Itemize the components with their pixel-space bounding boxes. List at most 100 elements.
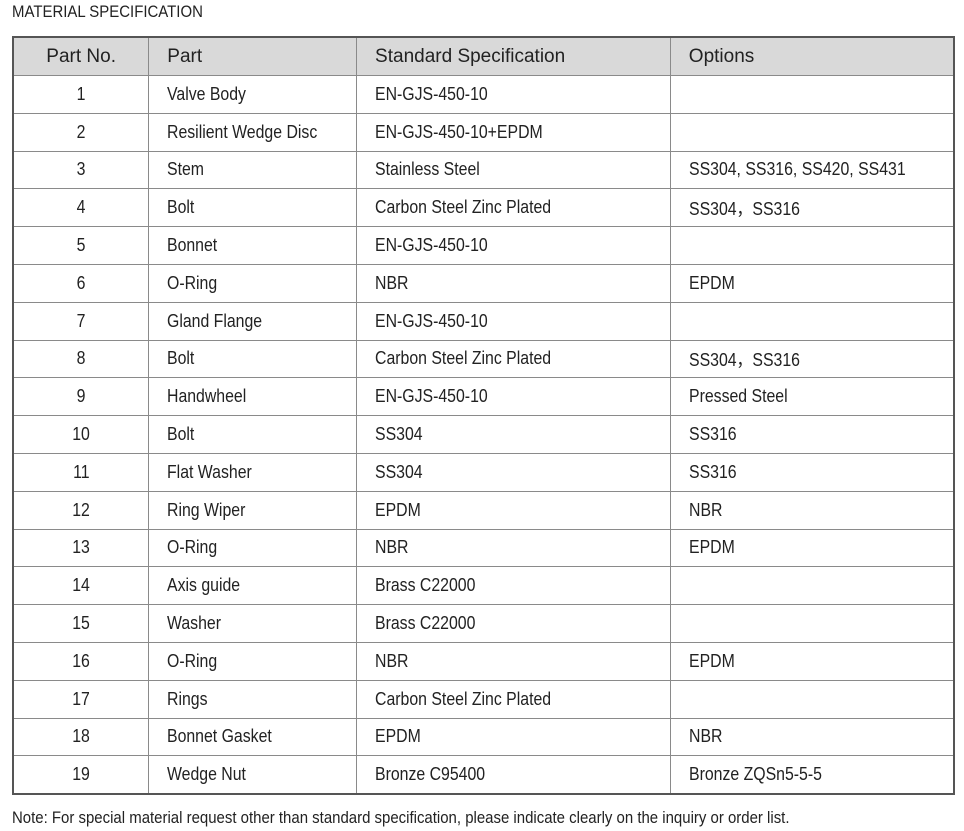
cell-part-text: Gland Flange bbox=[167, 310, 263, 331]
cell-options: NBR bbox=[669, 717, 955, 757]
cell-part: Bonnet bbox=[148, 226, 358, 265]
cell-standard-specification-text: Brass C22000 bbox=[375, 575, 476, 596]
cell-part: Gland Flange bbox=[148, 301, 358, 341]
cell-part-no: 7 bbox=[12, 301, 150, 341]
cell-standard-specification: SS304 bbox=[356, 415, 671, 454]
table-row: 8 Bolt Carbon Steel Zinc Plated SS304，SS316 bbox=[12, 339, 955, 379]
document-title: MATERIAL SPECIFICATION bbox=[12, 2, 203, 21]
cell-options: EPDM bbox=[669, 528, 955, 568]
table-row: 4 Bolt Carbon Steel Zinc Plated SS304，SS316 bbox=[12, 188, 955, 228]
cell-part-text: Stem bbox=[167, 159, 205, 180]
table-row: 15 Washer Brass C22000 bbox=[12, 604, 955, 643]
table-row: 17 Rings Carbon Steel Zinc Plated bbox=[12, 679, 955, 719]
cell-part-no: 16 bbox=[12, 641, 150, 681]
cell-part-no-text: 13 bbox=[72, 537, 90, 558]
cell-standard-specification-text: NBR bbox=[375, 272, 409, 293]
cell-part-no: 12 bbox=[12, 490, 150, 530]
cell-options bbox=[669, 301, 955, 341]
table-header-row: Part No. Part Standard Specification Opt… bbox=[12, 36, 955, 76]
header-standard-specification: Standard Specification bbox=[356, 36, 671, 76]
cell-part-no-text: 2 bbox=[76, 121, 86, 142]
table-row: 1 Valve Body EN-GJS-450-10 bbox=[12, 75, 955, 114]
cell-part-no: 2 bbox=[12, 112, 150, 152]
cell-standard-specification: NBR bbox=[356, 263, 671, 303]
cell-options bbox=[669, 604, 955, 643]
cell-standard-specification: EN-GJS-450-10 bbox=[356, 377, 671, 417]
table-row: 13 O-Ring NBR EPDM bbox=[12, 528, 955, 568]
cell-standard-specification: NBR bbox=[356, 528, 671, 568]
cell-options: EPDM bbox=[669, 263, 955, 303]
cell-part-no-text: 1 bbox=[76, 83, 86, 104]
cell-part: O-Ring bbox=[148, 641, 358, 681]
cell-part-text: Bonnet Gasket bbox=[167, 726, 273, 747]
header-part-no: Part No. bbox=[12, 36, 150, 76]
cell-part-text: Bolt bbox=[167, 197, 195, 218]
cell-part-no: 4 bbox=[12, 188, 150, 228]
cell-part: Bonnet Gasket bbox=[148, 717, 358, 757]
cell-part-no: 11 bbox=[12, 452, 150, 492]
cell-standard-specification: EPDM bbox=[356, 717, 671, 757]
cell-part-no-text: 5 bbox=[76, 235, 86, 256]
cell-options-text: EPDM bbox=[688, 272, 735, 293]
cell-standard-specification-text: EN-GJS-450-10 bbox=[375, 235, 488, 256]
cell-options: Pressed Steel bbox=[669, 377, 955, 417]
cell-part: Stem bbox=[148, 150, 358, 190]
cell-part-no-text: 14 bbox=[72, 575, 90, 596]
cell-options-text: EPDM bbox=[688, 537, 735, 558]
cell-part: Handwheel bbox=[148, 377, 358, 417]
cell-part: Valve Body bbox=[148, 75, 358, 114]
cell-part: Bolt bbox=[148, 188, 358, 228]
cell-part: O-Ring bbox=[148, 263, 358, 303]
cell-part: Bolt bbox=[148, 415, 358, 454]
cell-standard-specification: Carbon Steel Zinc Plated bbox=[356, 188, 671, 228]
cell-part-text: Bonnet bbox=[167, 235, 218, 256]
cell-part-no-text: 19 bbox=[72, 764, 90, 785]
table-row: 5 Bonnet EN-GJS-450-10 bbox=[12, 226, 955, 265]
cell-part-no: 13 bbox=[12, 528, 150, 568]
cell-part-text: Wedge Nut bbox=[167, 764, 247, 785]
cell-standard-specification-text: Carbon Steel Zinc Plated bbox=[375, 688, 552, 709]
table-row: 2 Resilient Wedge Disc EN-GJS-450-10+EPDM bbox=[12, 112, 955, 152]
cell-part-no-text: 18 bbox=[72, 726, 90, 747]
cell-part-no: 3 bbox=[12, 150, 150, 190]
table-row: 11 Flat Washer SS304 SS316 bbox=[12, 452, 955, 492]
footnote: Note: For special material request other… bbox=[12, 808, 790, 827]
cell-part-no: 6 bbox=[12, 263, 150, 303]
cell-part-text: Flat Washer bbox=[167, 461, 253, 482]
cell-standard-specification: Carbon Steel Zinc Plated bbox=[356, 339, 671, 379]
table-row: 9 Handwheel EN-GJS-450-10 Pressed Steel bbox=[12, 377, 955, 417]
cell-standard-specification: SS304 bbox=[356, 452, 671, 492]
cell-options bbox=[669, 226, 955, 265]
cell-standard-specification: EN-GJS-450-10 bbox=[356, 301, 671, 341]
cell-part-no: 8 bbox=[12, 339, 150, 379]
cell-options-text: SS304，SS316 bbox=[688, 198, 800, 219]
cell-part-no: 15 bbox=[12, 604, 150, 643]
cell-options-text: Bronze ZQSn5-5-5 bbox=[688, 764, 822, 785]
cell-part: Rings bbox=[148, 679, 358, 719]
table-row: 19 Wedge Nut Bronze C95400 Bronze ZQSn5-5-5 bbox=[12, 755, 955, 795]
cell-part: Resilient Wedge Disc bbox=[148, 112, 358, 152]
header-part: Part bbox=[148, 36, 358, 76]
cell-part-no: 14 bbox=[12, 566, 150, 606]
cell-part-text: Rings bbox=[167, 688, 208, 709]
cell-part: Bolt bbox=[148, 339, 358, 379]
table-row: 12 Ring Wiper EPDM NBR bbox=[12, 490, 955, 530]
cell-options: SS304，SS316 bbox=[669, 188, 955, 228]
cell-options bbox=[669, 112, 955, 152]
table-row: 18 Bonnet Gasket EPDM NBR bbox=[12, 717, 955, 757]
cell-part: Ring Wiper bbox=[148, 490, 358, 530]
header-options: Options bbox=[669, 36, 955, 76]
cell-part-no-text: 15 bbox=[72, 613, 90, 634]
table-row: 14 Axis guide Brass C22000 bbox=[12, 566, 955, 606]
cell-part-no: 18 bbox=[12, 717, 150, 757]
table-row: 16 O-Ring NBR EPDM bbox=[12, 641, 955, 681]
cell-part: Wedge Nut bbox=[148, 755, 358, 795]
cell-options-text: SS316 bbox=[688, 424, 737, 445]
cell-part-no-text: 16 bbox=[72, 650, 90, 671]
cell-standard-specification: Brass C22000 bbox=[356, 566, 671, 606]
cell-standard-specification: Brass C22000 bbox=[356, 604, 671, 643]
cell-options: SS316 bbox=[669, 452, 955, 492]
cell-standard-specification-text: Carbon Steel Zinc Plated bbox=[375, 348, 552, 369]
cell-options-text: NBR bbox=[688, 499, 723, 520]
cell-part: Washer bbox=[148, 604, 358, 643]
